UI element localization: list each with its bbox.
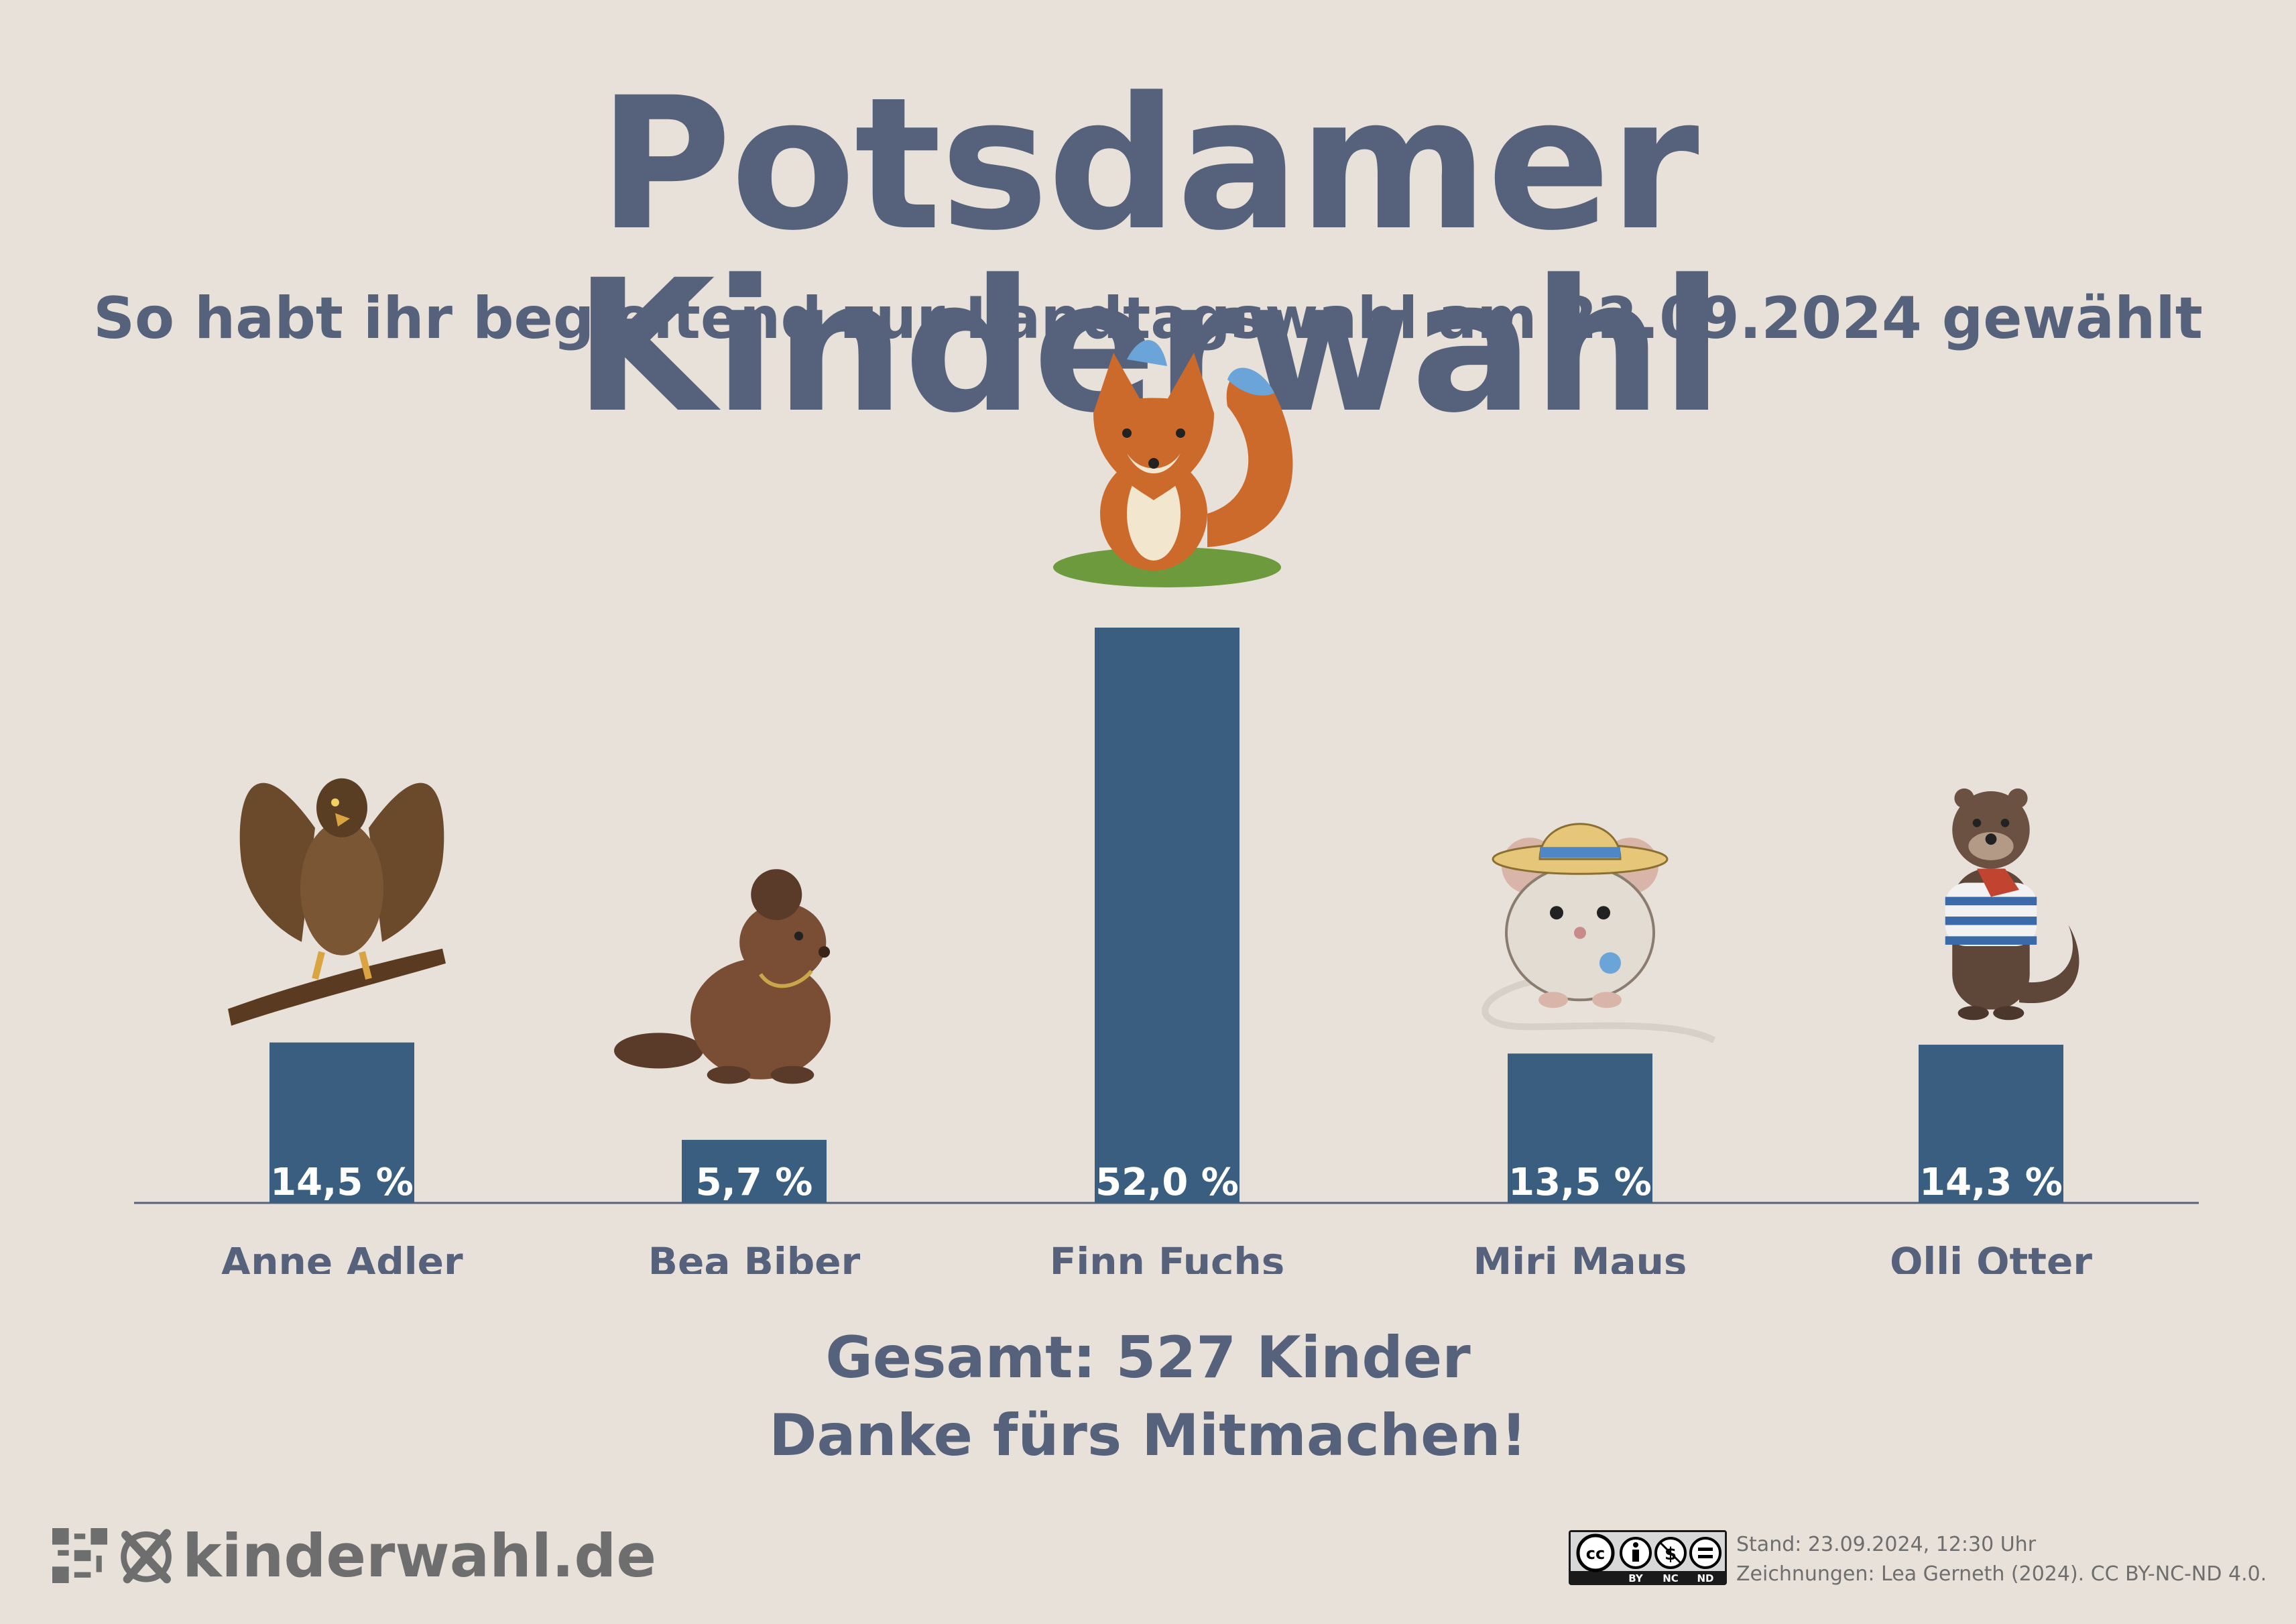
- page-subtitle: So habt ihr begleitend zur Landtagswahl …: [93, 285, 2203, 352]
- mouse-icon: [1485, 824, 1714, 1041]
- status-timestamp: Stand: 23.09.2024, 12:30 Uhr: [1736, 1533, 2037, 1556]
- svg-text:cc: cc: [1586, 1544, 1605, 1563]
- fox-icon: [1053, 340, 1293, 588]
- thank-you-note: Danke fürs Mitmachen!: [769, 1402, 1527, 1469]
- total-count: Gesamt: 527 Kinder: [825, 1324, 1471, 1391]
- category-label: Anne Adler: [221, 1239, 463, 1274]
- category-label: Bea Biber: [648, 1239, 861, 1274]
- brand-logo[interactable]: kinderwahl.de: [52, 1521, 657, 1590]
- qr-code-icon: [52, 1528, 107, 1583]
- bar-bea-biber: [682, 1139, 827, 1203]
- category-label: Finn Fuchs: [1050, 1239, 1285, 1274]
- license-by: BY: [1628, 1572, 1644, 1584]
- brand-name: kinderwahl.de: [182, 1521, 657, 1590]
- category-label: Miri Maus: [1473, 1239, 1687, 1274]
- license-nc: NC: [1663, 1572, 1679, 1584]
- value-label: 5,7 %: [696, 1161, 813, 1204]
- value-label: 14,5 %: [270, 1161, 414, 1204]
- noderivatives-icon: [1689, 1537, 1721, 1569]
- bar-miri-maus: [1508, 1053, 1652, 1203]
- beaver-icon: [614, 869, 831, 1084]
- license-nd: ND: [1697, 1572, 1713, 1584]
- cc-license-badge: cc $ BY NC ND: [1569, 1530, 1727, 1585]
- illustration-credits: Zeichnungen: Lea Gerneth (2024). CC BY-N…: [1736, 1562, 2267, 1586]
- value-label: 52,0 %: [1095, 1161, 1239, 1204]
- results-bar-chart: 14,5 % 5,7 % 52,0 % 13,5 % 14,3 % Anne Adler…: [134, 340, 2199, 1274]
- ballot-x-icon: [121, 1529, 172, 1584]
- category-label: Olli Otter: [1890, 1239, 2092, 1274]
- otter-icon: [1945, 788, 2079, 1021]
- bar-olli-otter: [1919, 1045, 2063, 1203]
- bar-anne-adler: [269, 1042, 414, 1203]
- bar-finn-fuchs: [1095, 628, 1240, 1203]
- eagle-icon: [228, 778, 446, 1026]
- meta-info: Stand: 23.09.2024, 12:30 Uhr Zeichnungen…: [1736, 1530, 2267, 1589]
- value-label: 13,5 %: [1508, 1161, 1652, 1204]
- cc-icon: [1576, 1533, 1615, 1572]
- value-label: 14,3 %: [1919, 1161, 2063, 1204]
